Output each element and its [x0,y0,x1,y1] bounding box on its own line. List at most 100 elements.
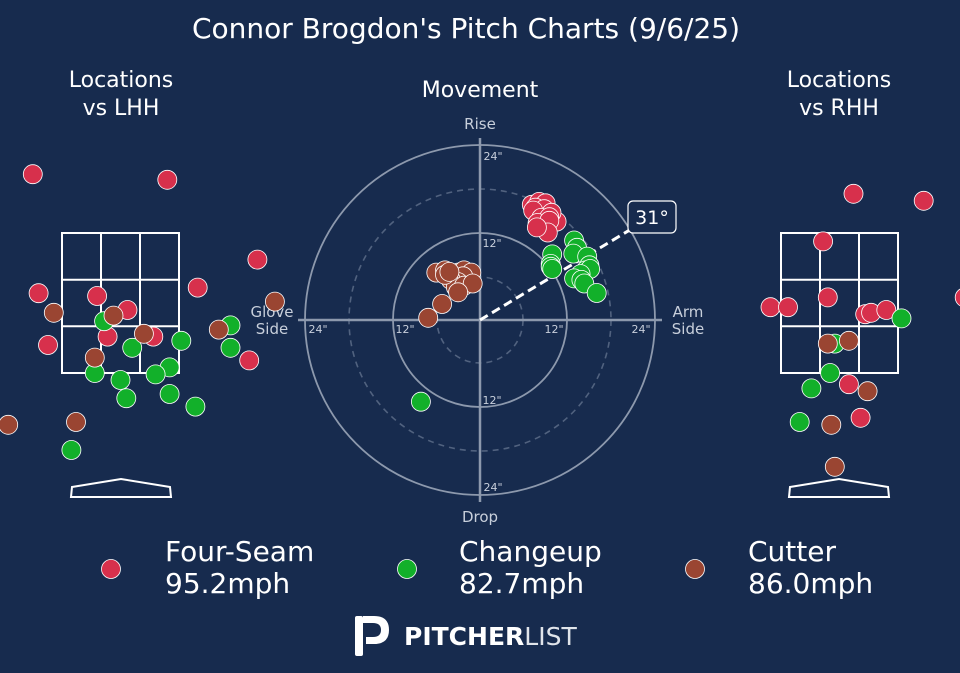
movement-plot: Rise Drop Glove Side Arm Side 24" 12" 12… [250,115,704,526]
axis-label-rise: Rise [464,115,496,133]
movement-points [410,191,607,412]
legend-velo-four-seam: 95.2mph [165,567,290,600]
legend-label-cutter: Cutter [748,535,836,568]
location-points-lhh [0,164,285,460]
movement-point-changeup [586,283,607,303]
ring-label-top-24: 24" [483,150,502,163]
ring-label-left-12: 12" [395,323,414,336]
pitcherlist-logo-icon [355,616,389,656]
ring-label-right-12: 12" [544,323,563,336]
lhh-location-point-changeup [122,337,143,358]
left-panel-title-line1: Locations [69,68,174,93]
legend-label-changeup: Changeup [459,535,602,568]
lhh-location-point-changeup [61,440,82,460]
lhh-location-point-cutter [0,414,19,435]
rhh-location-point-four-seam [817,287,838,308]
pitcherlist-logo: PITCHERLIST [355,616,577,656]
lhh-location-point-four-seam [247,249,268,270]
lhh-location-point-cutter [66,412,86,432]
location-plot-lhh [0,164,285,498]
legend: Four-Seam 95.2mph Changeup 82.7mph Cutte… [101,535,873,600]
rhh-location-point-four-seam [913,190,934,211]
rhh-location-point-cutter [824,456,845,477]
rhh-location-point-cutter [817,333,838,354]
ring-label-left-24: 24" [308,323,327,336]
rhh-location-point-four-seam [843,183,864,204]
right-panel-title-line1: Locations [787,68,892,93]
rhh-location-point-four-seam [850,407,871,428]
legend-velo-cutter: 86.0mph [748,567,873,600]
rhh-location-point-four-seam [813,231,833,252]
movement-point-four-seam [527,217,547,238]
arm-angle-label: 31° [635,207,669,229]
legend-marker-cutter [685,559,705,579]
rhh-location-point-four-seam [954,288,960,307]
lhh-location-point-changeup [220,337,241,358]
location-plot-rhh [760,183,960,498]
rhh-location-point-cutter [839,330,859,351]
lhh-location-point-cutter [133,323,154,344]
movement-point-changeup [410,391,431,412]
rhh-location-point-four-seam [760,297,781,318]
lhh-location-point-four-seam [239,350,260,371]
rhh-location-point-changeup [789,412,810,432]
lhh-location-point-changeup [145,364,166,385]
movement-point-cutter [432,294,453,314]
center-panel-title: Movement [422,78,539,103]
axis-label-arm-line2: Side [672,320,704,338]
rhh-location-point-cutter [857,381,878,402]
home-plate-rhh [787,477,891,498]
movement-point-cutter [448,282,469,303]
lhh-location-point-changeup [159,384,180,404]
legend-marker-changeup [397,559,417,579]
lhh-location-point-cutter [264,291,285,312]
movement-point-cutter [439,261,460,282]
rhh-location-point-four-seam [876,300,897,320]
rhh-location-point-changeup [820,363,840,383]
legend-marker-four-seam [101,559,121,579]
axis-label-arm-line1: Arm [673,303,704,321]
home-plate-lhh [69,477,173,498]
ring-label-bottom-24: 24" [483,481,502,494]
lhh-location-point-four-seam [22,164,43,185]
arm-angle-badge-box [627,200,677,234]
right-panel-title-line2: vs RHH [799,96,879,121]
lhh-location-point-cutter [43,302,64,323]
lhh-location-point-four-seam [157,169,178,190]
lhh-location-point-four-seam [28,283,49,304]
rhh-location-point-changeup [891,308,912,329]
location-points-rhh [760,183,960,477]
ring-label-bottom-12: 12" [482,394,501,407]
ring-label-top-12: 12" [482,237,501,250]
movement-point-cutter [462,273,483,294]
logo-text-bold: PITCHER [404,622,524,651]
legend-velo-changeup: 82.7mph [459,567,584,600]
strike-zone-lhh [61,232,180,374]
chart-title: Connor Brogdon's Pitch Charts (9/6/25) [192,12,740,45]
movement-point-cutter [418,307,439,328]
lhh-location-point-changeup [110,370,131,390]
rhh-location-point-four-seam [839,374,859,395]
rhh-location-point-changeup [801,378,822,399]
rhh-location-point-four-seam [778,297,798,318]
pitcherlist-logo-text: PITCHERLIST [404,622,577,651]
arm-angle-badge: 31° [627,200,677,234]
lhh-location-point-changeup [185,396,206,417]
lhh-location-point-four-seam [187,277,208,298]
left-panel-title-line2: vs LHH [83,96,160,121]
axis-label-drop: Drop [462,508,498,526]
legend-label-four-seam: Four-Seam [165,535,314,568]
lhh-location-point-changeup [171,330,192,351]
lhh-location-point-cutter [103,305,124,326]
rhh-location-point-cutter [821,414,842,435]
lhh-location-point-four-seam [87,286,107,306]
movement-point-changeup [542,259,563,279]
lhh-location-point-cutter [208,319,229,340]
lhh-location-point-changeup [116,388,137,409]
ring-label-right-24: 24" [631,323,650,336]
lhh-location-point-four-seam [38,335,58,355]
lhh-location-point-cutter [84,347,105,368]
logo-text-light: LIST [524,622,577,651]
